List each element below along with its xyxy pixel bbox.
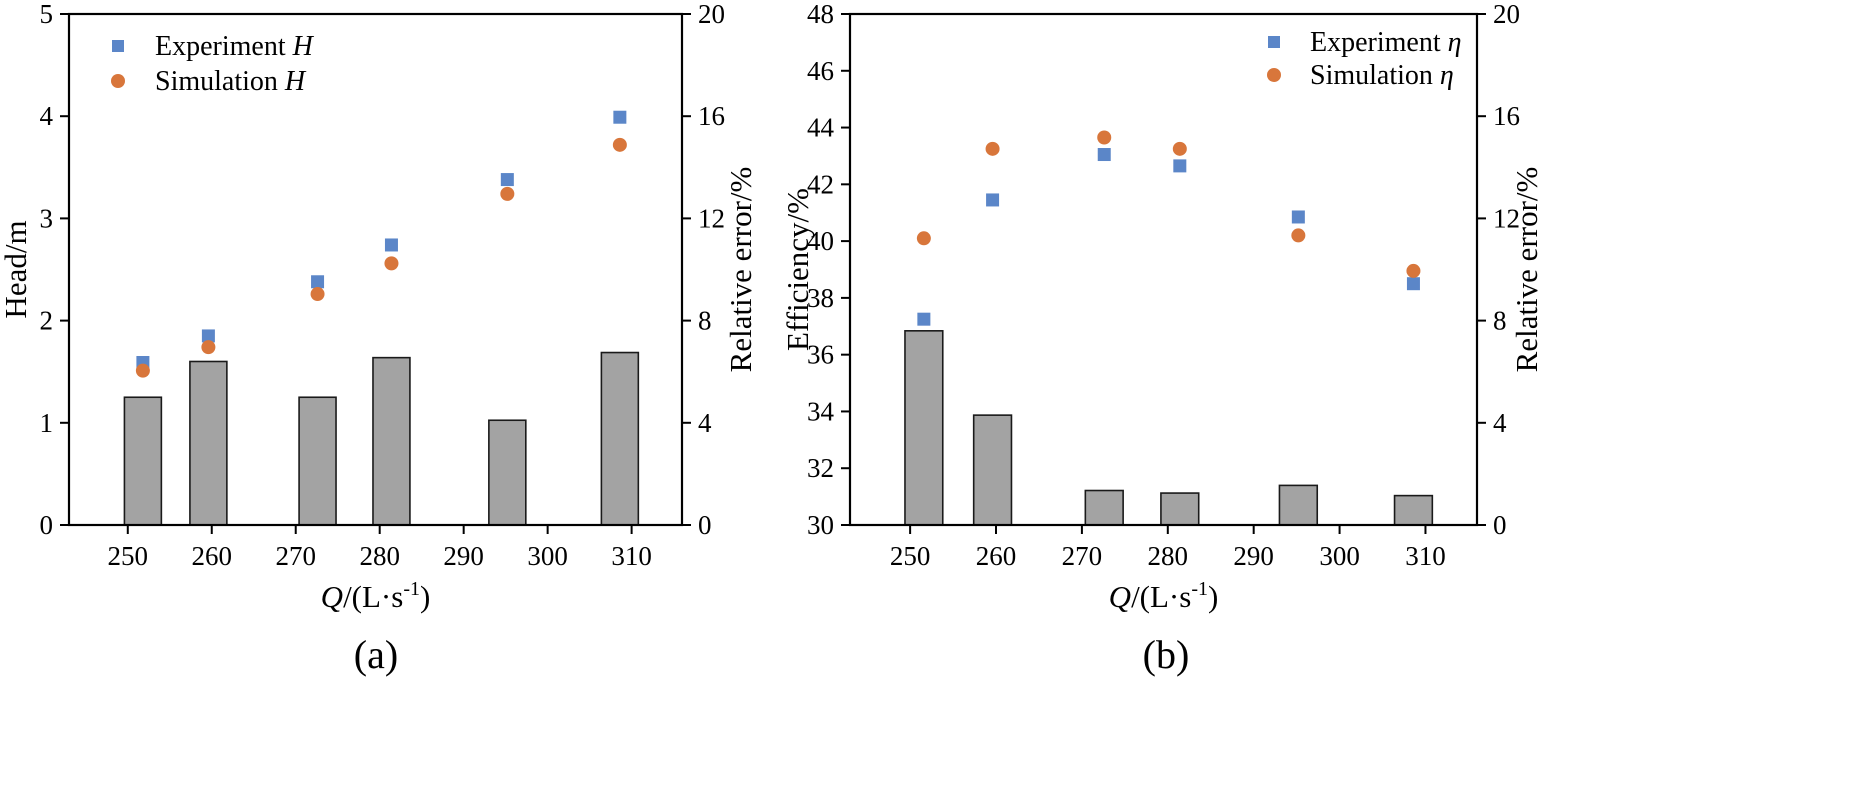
panel-a-x-tick-label: 250 [108, 541, 149, 571]
panel-b-x-tick-label: 260 [976, 541, 1017, 571]
panel-a-y-tick-label: 1 [40, 408, 54, 438]
panel-b-y2-tick-label: 12 [1493, 203, 1520, 233]
panel-a-x-tick-label: 280 [359, 541, 400, 571]
panel-b-y2-tick-label: 16 [1493, 101, 1520, 131]
panel-b-y2-tick-label: 4 [1493, 408, 1507, 438]
panel-b-simulation-point [985, 141, 1000, 156]
panel-b-caption: (b) [1143, 632, 1190, 677]
panel-b-experiment-point [917, 312, 931, 326]
panel-a-y2-tick-label: 8 [698, 306, 712, 336]
panel-a-y2-tick-label: 20 [698, 0, 725, 29]
panel-b-y2-tick-label: 0 [1493, 510, 1507, 540]
panel-b-error-bar [1278, 484, 1319, 526]
panel-a-experiment-point [201, 329, 215, 343]
panel-b-y-tick-label: 46 [807, 56, 834, 86]
panel-a-plot-frame [67, 12, 684, 527]
panel-b-x-tick-label: 310 [1405, 541, 1446, 571]
panel-b-y2-tick-label: 20 [1493, 0, 1520, 29]
panel-a-experiment-point [384, 238, 398, 252]
panel-b-experiment-point [1406, 277, 1420, 291]
panel-b-experiment-point [986, 193, 1000, 207]
panel-a-y-tick-label: 2 [40, 306, 54, 336]
panel-a-y2-tick-label: 4 [698, 408, 712, 438]
chart-panel-b: 250 260 270 280 290 300 3103032343638404244464… [780, 0, 1544, 677]
panel-b-x-tick-label: 300 [1319, 541, 1360, 571]
panel-b-error-bar [904, 330, 944, 526]
panel-a-caption: (a) [354, 632, 398, 677]
panel-b-y-tick-label: 36 [807, 340, 834, 370]
panel-a-y-tick-label: 3 [40, 203, 54, 233]
panel-b-y-tick-label: 32 [807, 453, 834, 483]
panel-a-experiment-point [500, 173, 514, 187]
panel-b-y-tick-label: 38 [807, 283, 834, 313]
panel-a-y2-axis-title: Relative error/% [723, 167, 758, 373]
panel-b-y-tick-label: 34 [807, 396, 835, 426]
panel-b-simulation-point [916, 231, 931, 246]
panel-b-error-bar [1393, 494, 1434, 526]
panel-a-experiment-point [613, 110, 627, 124]
panel-a-x-tick-label: 260 [192, 541, 233, 571]
panel-a-simulation-point [500, 186, 515, 201]
panel-b-y-tick-label: 48 [807, 0, 834, 29]
panel-b-experiment-point [1173, 159, 1187, 173]
panel-a-simulation-point [135, 363, 150, 378]
panel-b-error-bar [1160, 492, 1200, 526]
panel-b-error-bar [1084, 489, 1124, 526]
panel-a-legend-experiment-marker [112, 40, 124, 52]
panel-b-y-tick-label: 42 [807, 169, 834, 199]
panel-b-y-tick-label: 44 [807, 113, 835, 143]
panel-a-x-tick-label: 270 [275, 541, 316, 571]
panel-b-legend-experiment-label: Experiment η [1310, 27, 1462, 58]
panel-b-experiment-point [1097, 148, 1111, 162]
panel-a-y-axis-title: Head/m [0, 220, 33, 318]
panel-b-simulation-point [1172, 141, 1187, 156]
panel-a-y2-tick-label: 12 [698, 203, 725, 233]
panel-b-x-tick-label: 290 [1233, 541, 1274, 571]
panel-b-legend-experiment-marker [1268, 36, 1280, 48]
panel-b-y2-axis-title: Relative error/% [1509, 167, 1544, 373]
panel-a-simulation-point [310, 287, 325, 302]
panel-b-simulation-point [1097, 130, 1112, 145]
panel-b-simulation-point [1406, 263, 1421, 278]
panel-b-legend-simulation-label: Simulation η [1310, 60, 1454, 91]
panel-a-error-bar [298, 396, 337, 526]
panel-a-legend-experiment-label: Experiment H [155, 31, 315, 62]
panel-a-legend-simulation-label: Simulation H [155, 66, 307, 97]
panel-b-error-bar [972, 414, 1013, 526]
panel-a-x-axis-title: Q/(L·s-1) [321, 578, 431, 614]
panel-a-x-tick-label: 310 [611, 541, 652, 571]
panel-a-y2-tick-label: 0 [698, 510, 712, 540]
panel-a-error-bar [600, 351, 640, 526]
panel-a-x-tick-label: 290 [443, 541, 484, 571]
panel-b-plot-frame [848, 12, 1479, 527]
panel-a-error-bar [488, 419, 527, 526]
panel-a-y-tick-label: 0 [40, 510, 54, 540]
panel-a-experiment-point [311, 275, 325, 289]
panel-a-y-tick-label: 4 [40, 101, 54, 131]
panel-b-x-tick-label: 270 [1062, 541, 1103, 571]
panel-b-y2-tick-label: 8 [1493, 306, 1507, 336]
panel-a-simulation-point [612, 137, 627, 152]
panel-b-simulation-point [1291, 228, 1306, 243]
panel-b-x-tick-label: 250 [890, 541, 931, 571]
panel-b-y-tick-label: 40 [807, 226, 834, 256]
panel-b-legend-simulation-marker [1267, 68, 1281, 82]
panel-a-x-tick-label: 300 [527, 541, 568, 571]
panel-a-error-bar [372, 356, 411, 526]
chart-panel-a: 250 260 270 280 290 300 310012345048121620Expe… [0, 0, 758, 677]
panel-a-y2-tick-label: 16 [698, 101, 725, 131]
panel-a-error-bar [189, 360, 228, 526]
panel-a-simulation-point [384, 256, 399, 271]
panel-a-legend-simulation-marker [111, 74, 125, 88]
panel-a-y-tick-label: 5 [40, 0, 54, 29]
panel-a-error-bar [123, 396, 163, 526]
panel-b-y-tick-label: 30 [807, 510, 834, 540]
panel-b-x-tick-label: 280 [1148, 541, 1189, 571]
panel-a-simulation-point [201, 340, 216, 355]
panel-b-experiment-point [1291, 210, 1305, 224]
panel-b-x-axis-title: Q/(L·s-1) [1109, 578, 1219, 614]
panel-b-y-axis-title: Efficiency/% [780, 188, 815, 351]
